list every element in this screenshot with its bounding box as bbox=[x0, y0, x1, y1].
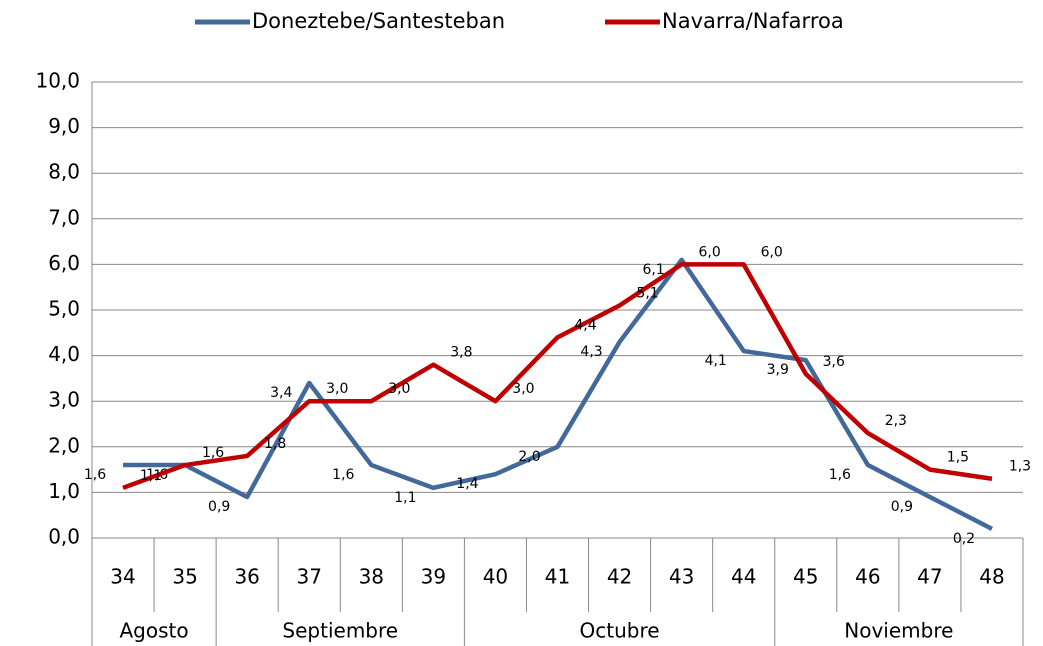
y-tick-label: 6,0 bbox=[48, 251, 80, 275]
x-tick-label: 38 bbox=[359, 565, 384, 589]
data-label: 6,0 bbox=[699, 244, 721, 260]
group-label: Noviembre bbox=[844, 619, 953, 643]
x-tick-label: 43 bbox=[669, 565, 694, 589]
x-tick-label: 46 bbox=[855, 565, 880, 589]
data-label: 4,3 bbox=[580, 344, 602, 360]
data-label: 6,1 bbox=[643, 262, 665, 278]
y-tick-label: 0,0 bbox=[48, 525, 80, 549]
data-label: 3,9 bbox=[767, 362, 789, 378]
data-label: 1,6 bbox=[829, 467, 851, 483]
data-label: 0,9 bbox=[208, 499, 230, 515]
y-tick-label: 8,0 bbox=[48, 160, 80, 184]
data-label: 5,1 bbox=[636, 285, 658, 301]
x-tick-label: 34 bbox=[110, 565, 135, 589]
x-tick-label: 39 bbox=[421, 565, 446, 589]
y-tick-label: 1,0 bbox=[48, 479, 80, 503]
data-label: 1,8 bbox=[264, 436, 286, 452]
y-tick-label: 10,0 bbox=[35, 69, 80, 93]
data-label: 2,0 bbox=[518, 449, 540, 465]
data-label: 3,0 bbox=[512, 381, 534, 397]
data-label: 1,6 bbox=[202, 445, 224, 461]
y-tick-label: 2,0 bbox=[48, 433, 80, 457]
legend-label: Doneztebe/Santesteban bbox=[252, 9, 505, 33]
x-tick-label: 47 bbox=[917, 565, 942, 589]
data-label: 1,1 bbox=[140, 468, 162, 484]
data-label: 4,4 bbox=[574, 317, 596, 333]
data-label: 3,4 bbox=[270, 385, 292, 401]
data-label: 3,0 bbox=[326, 381, 348, 397]
group-label: Agosto bbox=[120, 619, 189, 643]
data-label: 1,6 bbox=[332, 467, 354, 483]
data-label: 2,3 bbox=[885, 413, 907, 429]
data-label: 3,8 bbox=[450, 345, 472, 361]
x-tick-label: 48 bbox=[979, 565, 1004, 589]
data-label: 1,3 bbox=[1009, 459, 1031, 475]
y-tick-label: 7,0 bbox=[48, 205, 80, 229]
data-label: 1,4 bbox=[456, 476, 478, 492]
group-label: Octubre bbox=[580, 619, 660, 643]
x-tick-label: 44 bbox=[731, 565, 756, 589]
y-tick-label: 9,0 bbox=[48, 114, 80, 138]
data-label: 3,0 bbox=[388, 381, 410, 397]
legend-label: Navarra/Nafarroa bbox=[662, 9, 844, 33]
x-tick-label: 36 bbox=[234, 565, 259, 589]
data-label: 0,9 bbox=[891, 499, 913, 515]
x-tick-label: 41 bbox=[545, 565, 570, 589]
y-tick-label: 4,0 bbox=[48, 342, 80, 366]
data-label: 4,1 bbox=[705, 353, 727, 369]
data-label: 1,6 bbox=[84, 467, 106, 483]
x-tick-label: 42 bbox=[607, 565, 632, 589]
x-tick-label: 40 bbox=[483, 565, 508, 589]
x-tick-label: 35 bbox=[172, 565, 197, 589]
series-line bbox=[123, 257, 993, 531]
data-label: 6,0 bbox=[761, 244, 783, 260]
data-label: 3,6 bbox=[823, 354, 845, 370]
series-line bbox=[122, 262, 993, 490]
y-tick-label: 3,0 bbox=[48, 388, 80, 412]
x-tick-label: 37 bbox=[297, 565, 322, 589]
data-label: 0,2 bbox=[953, 531, 975, 547]
group-label: Septiembre bbox=[282, 619, 398, 643]
data-label: 1,5 bbox=[947, 450, 969, 466]
y-tick-label: 5,0 bbox=[48, 297, 80, 321]
x-tick-label: 45 bbox=[793, 565, 818, 589]
data-label: 1,1 bbox=[394, 490, 416, 506]
